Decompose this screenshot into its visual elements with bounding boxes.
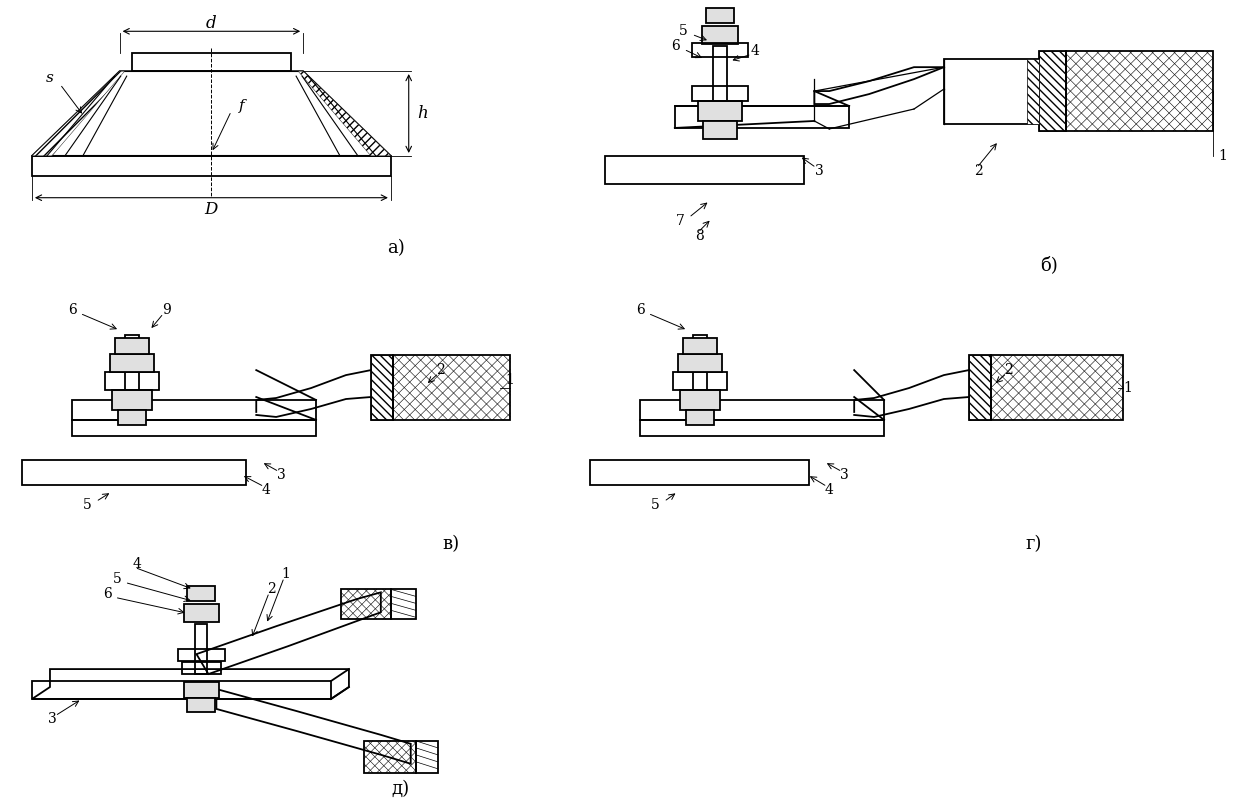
- Bar: [371, 355, 392, 420]
- Bar: [943, 60, 1039, 124]
- Bar: [969, 355, 990, 420]
- Text: 6: 6: [68, 303, 77, 317]
- Text: 5: 5: [651, 497, 660, 512]
- Bar: [675, 106, 849, 128]
- Text: s: s: [46, 71, 54, 85]
- Text: 5: 5: [113, 572, 121, 586]
- Bar: [111, 390, 151, 410]
- Text: D: D: [204, 201, 218, 218]
- Text: 2: 2: [974, 163, 983, 178]
- Bar: [196, 624, 208, 674]
- Bar: [706, 8, 734, 23]
- Text: 3: 3: [47, 712, 57, 726]
- Bar: [969, 355, 990, 420]
- Bar: [364, 741, 416, 773]
- Bar: [177, 649, 225, 661]
- Bar: [1039, 52, 1066, 131]
- Bar: [713, 46, 727, 101]
- Bar: [125, 335, 139, 390]
- Text: 4: 4: [132, 557, 141, 572]
- Text: 1: 1: [1123, 381, 1132, 395]
- Bar: [118, 410, 146, 425]
- Bar: [183, 605, 219, 622]
- Bar: [1026, 60, 1039, 124]
- Text: 9: 9: [162, 303, 171, 317]
- Text: 2: 2: [267, 582, 276, 597]
- Text: 1: 1: [505, 373, 514, 387]
- Text: 4: 4: [750, 44, 759, 58]
- Bar: [677, 354, 722, 372]
- Bar: [693, 335, 707, 390]
- Text: д): д): [391, 780, 410, 798]
- Text: б): б): [1040, 257, 1057, 275]
- Text: а): а): [387, 240, 405, 258]
- Text: 2: 2: [436, 363, 444, 377]
- Text: 2: 2: [1004, 363, 1013, 377]
- Bar: [371, 355, 392, 420]
- Bar: [1066, 52, 1213, 131]
- Bar: [115, 338, 149, 354]
- Bar: [692, 86, 748, 101]
- Bar: [686, 410, 713, 425]
- Bar: [683, 338, 717, 354]
- Polygon shape: [298, 71, 391, 156]
- Bar: [110, 354, 154, 372]
- Text: d: d: [206, 14, 217, 32]
- Bar: [22, 460, 246, 485]
- Text: h: h: [417, 105, 428, 122]
- Bar: [702, 27, 738, 44]
- Bar: [640, 400, 884, 420]
- Bar: [703, 121, 737, 139]
- Text: в): в): [442, 535, 459, 554]
- Text: 8: 8: [696, 229, 704, 242]
- Bar: [640, 420, 884, 436]
- Bar: [392, 355, 510, 420]
- Text: 6: 6: [671, 39, 680, 53]
- Bar: [416, 741, 437, 773]
- Text: f: f: [239, 99, 244, 113]
- Text: 5: 5: [83, 497, 92, 512]
- Bar: [105, 372, 158, 390]
- Text: 3: 3: [815, 163, 823, 178]
- Text: 4: 4: [825, 483, 833, 497]
- Text: 1: 1: [282, 568, 291, 581]
- Bar: [340, 589, 391, 619]
- Bar: [183, 682, 219, 698]
- Text: 6: 6: [636, 303, 645, 317]
- Bar: [72, 400, 316, 420]
- Text: 3: 3: [839, 468, 848, 481]
- Text: 7: 7: [676, 213, 685, 228]
- Text: г): г): [1025, 535, 1041, 554]
- Bar: [72, 420, 316, 436]
- Bar: [698, 101, 742, 121]
- Bar: [692, 43, 748, 57]
- Bar: [32, 681, 331, 699]
- Bar: [182, 662, 222, 674]
- Bar: [605, 156, 805, 184]
- Bar: [1039, 52, 1066, 131]
- Text: 3: 3: [277, 468, 286, 481]
- Bar: [187, 586, 215, 601]
- Bar: [391, 589, 416, 619]
- Polygon shape: [32, 71, 125, 156]
- Bar: [680, 390, 719, 410]
- Bar: [131, 53, 291, 71]
- Bar: [990, 355, 1123, 420]
- Bar: [32, 156, 391, 175]
- Text: 6: 6: [103, 588, 111, 601]
- Bar: [591, 460, 810, 485]
- Text: 4: 4: [261, 483, 271, 497]
- Bar: [672, 372, 727, 390]
- Text: 1: 1: [1218, 149, 1227, 163]
- Text: 5: 5: [678, 24, 688, 39]
- Bar: [187, 698, 215, 712]
